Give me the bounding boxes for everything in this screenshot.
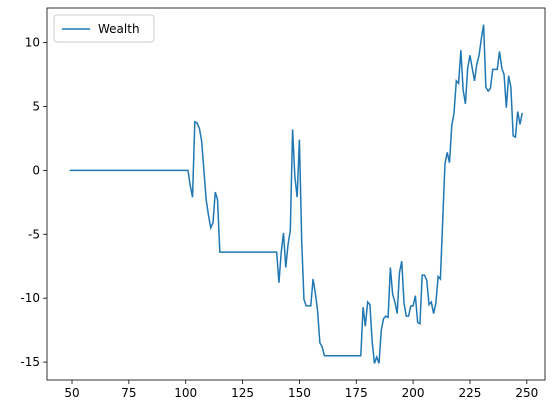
y-tick-label: -5 — [28, 227, 40, 241]
plot-frame — [46, 7, 546, 381]
x-tick-label: 175 — [345, 386, 368, 400]
x-tick-label: 50 — [64, 386, 79, 400]
x-tick-label: 150 — [288, 386, 311, 400]
y-tick-label: 0 — [32, 163, 40, 177]
x-tick-label: 125 — [231, 386, 254, 400]
x-tick-label: 250 — [515, 386, 538, 400]
y-tick-label: -15 — [20, 355, 40, 369]
y-tick-label: 10 — [25, 36, 40, 50]
legend-label: Wealth — [98, 22, 140, 36]
line-series — [69, 24, 523, 364]
x-tick-label: 225 — [459, 386, 482, 400]
y-tick-label: 5 — [32, 99, 40, 113]
x-tick-label: 75 — [121, 386, 136, 400]
legend-box — [53, 14, 155, 43]
x-tick-label: 100 — [174, 386, 197, 400]
y-tick-label: -10 — [20, 291, 40, 305]
x-tick-label: 200 — [402, 386, 425, 400]
